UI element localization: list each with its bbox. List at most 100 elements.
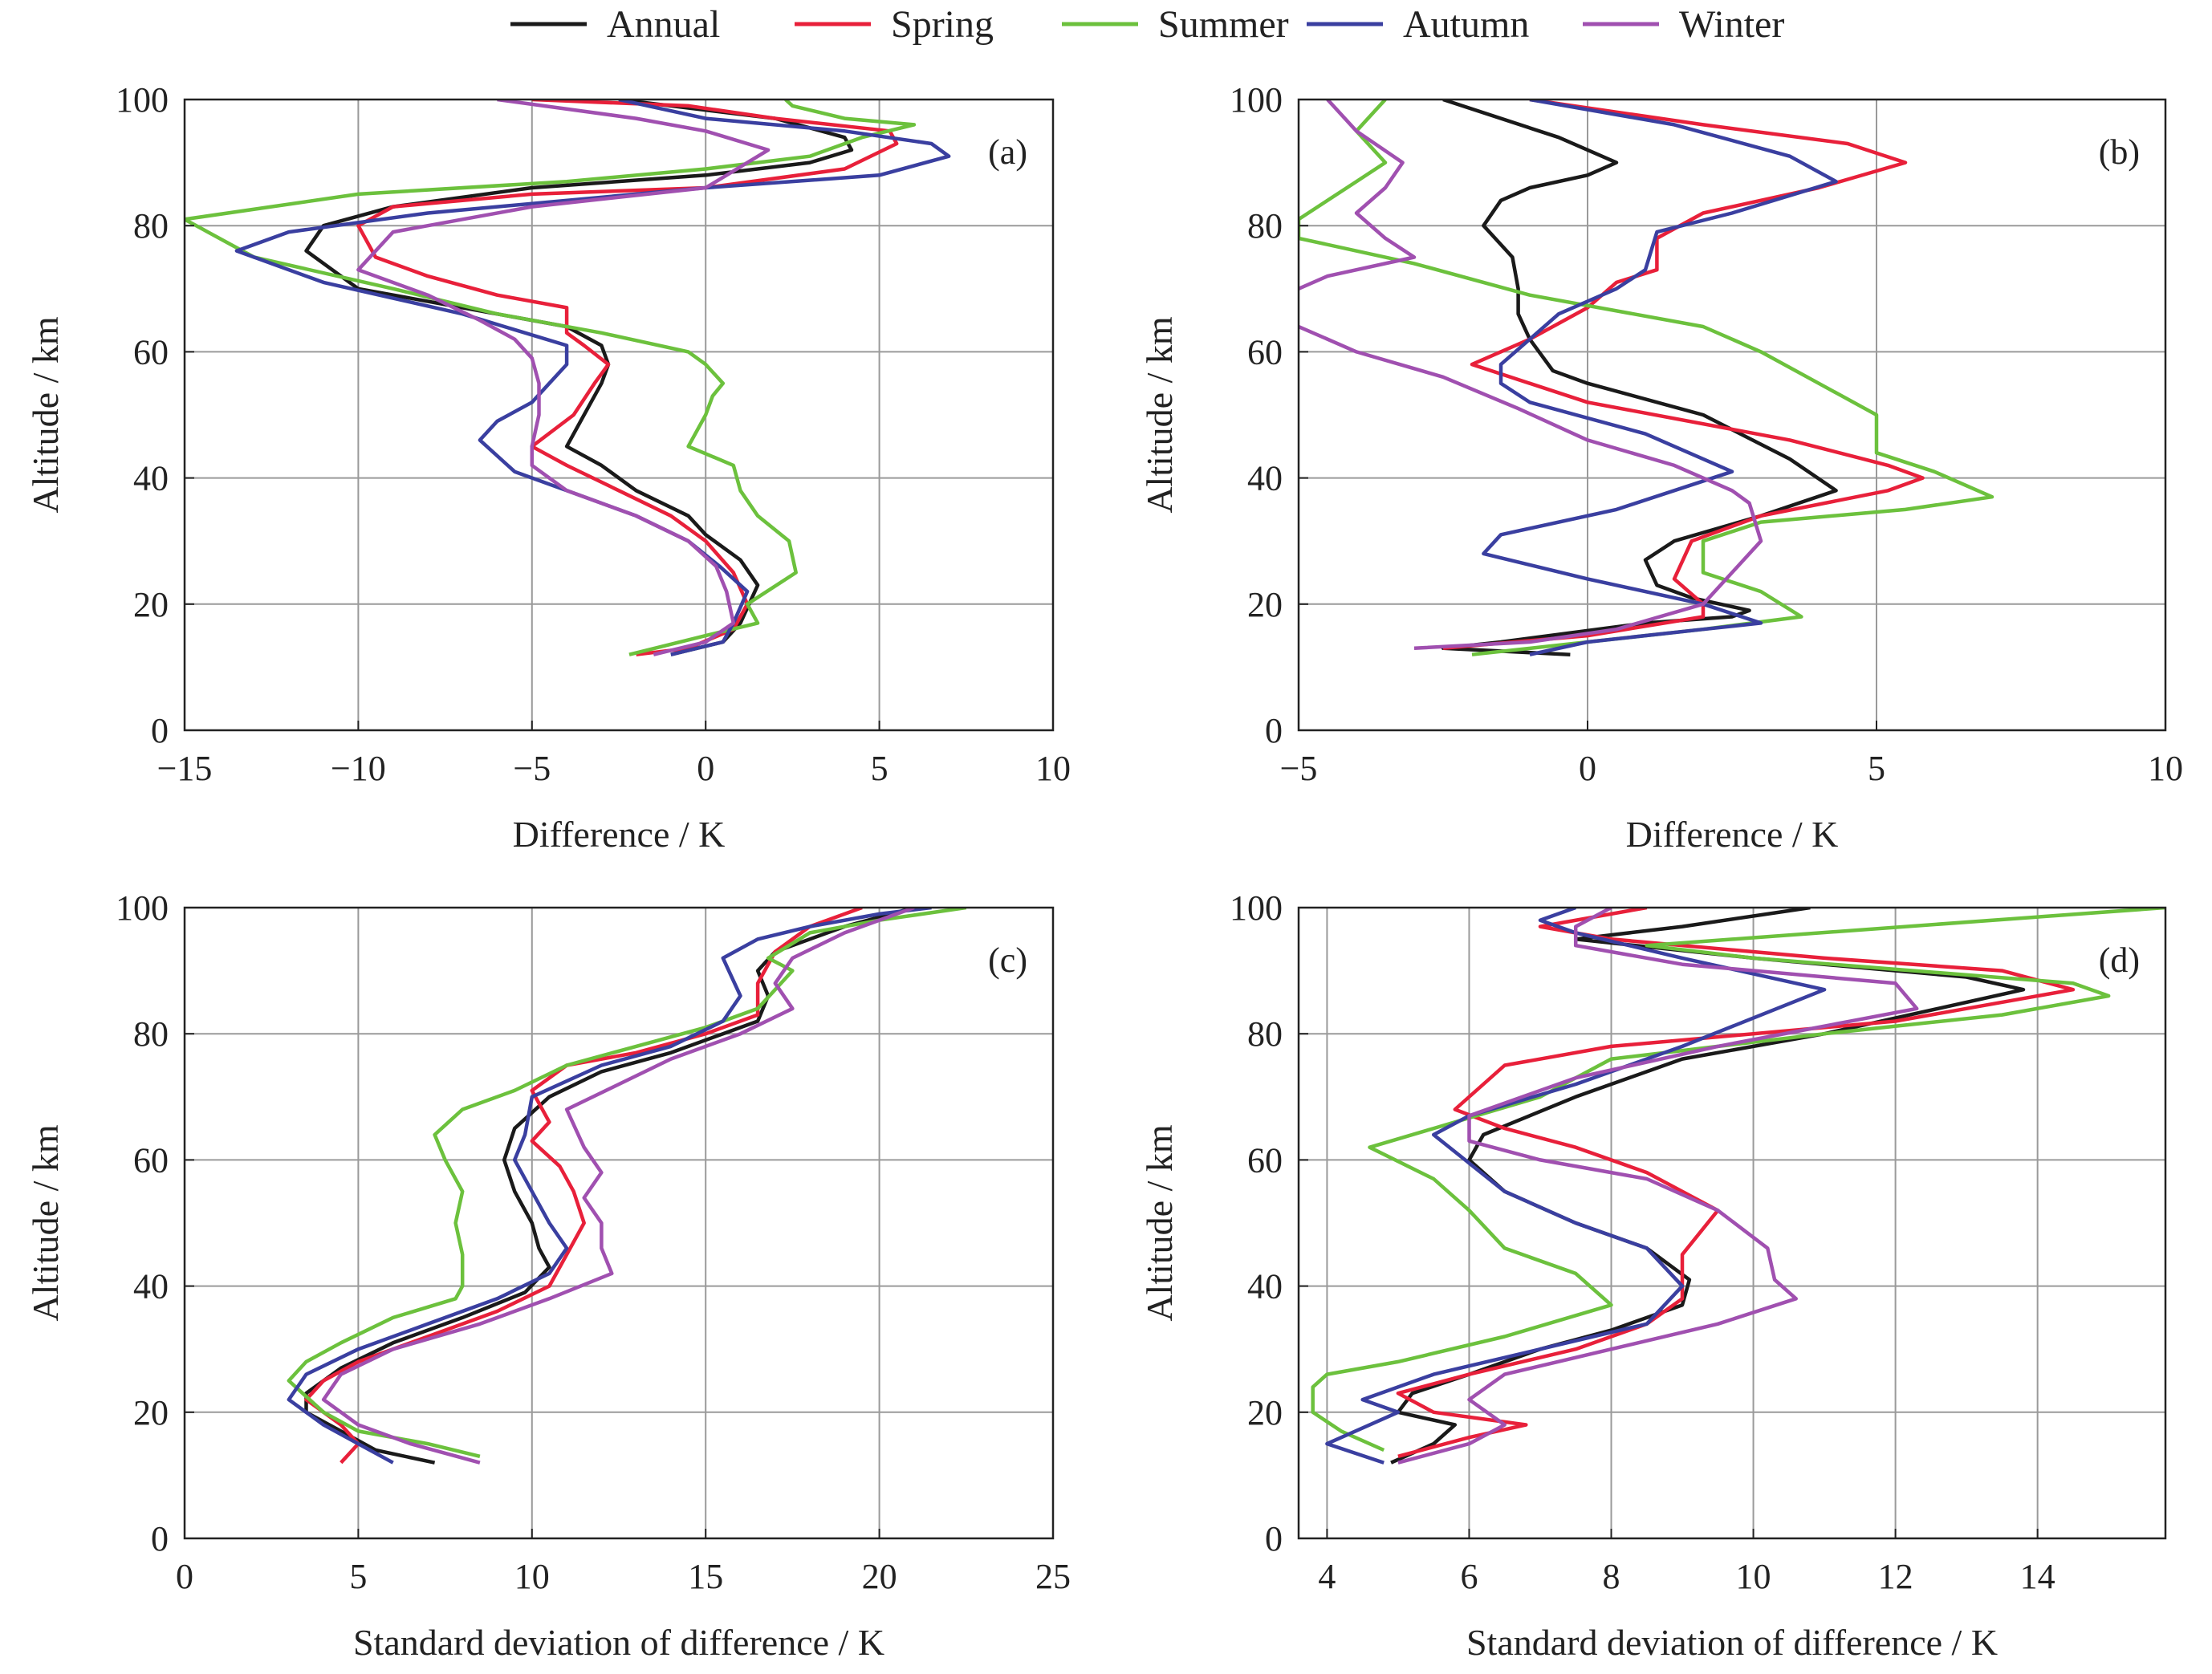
legend-item-autumn: Autumn [1307, 3, 1529, 46]
series-line-summer [185, 100, 917, 656]
panel-d: 4 6 8 10 12 14 0 20 40 60 80 100 Standard deviation … [1139, 888, 2167, 1663]
y-tick-label: 100 [1230, 80, 1283, 120]
series-line-annual [1390, 908, 2026, 1465]
x-axis-title: Standard deviation of difference / K [353, 1622, 884, 1663]
legend-label: Winter [1679, 3, 1784, 46]
grid [1299, 908, 2165, 1538]
x-tick-label: −5 [1280, 749, 1318, 788]
x-axis-title: Standard deviation of difference / K [1466, 1622, 1998, 1663]
plot-frame [1297, 98, 2167, 732]
y-axis-title: Altitude / km [1139, 316, 1180, 514]
panel-c: 0 5 10 15 20 25 0 20 40 60 80 100 Standard deviation… [25, 888, 1071, 1663]
series-line-annual [304, 100, 854, 656]
series-line-summer [1311, 908, 2165, 1453]
plot-frame [183, 98, 1055, 732]
x-tick-label: −5 [513, 749, 551, 788]
x-tick-label: 0 [1579, 749, 1596, 788]
legend-item-spring: Spring [795, 3, 994, 46]
y-tick-label: 0 [151, 1519, 169, 1558]
y-tick-label: 0 [151, 711, 169, 750]
y-tick-label: 80 [1247, 1014, 1283, 1054]
series-group [1311, 908, 2165, 1465]
plot-frame [183, 906, 1055, 1540]
y-tick-label: 40 [133, 1267, 169, 1306]
x-tick-label: 5 [871, 749, 888, 788]
x-tick-label: 8 [1603, 1557, 1620, 1596]
series-line-summer [287, 908, 967, 1458]
y-tick-label: 20 [133, 1393, 169, 1432]
y-tick-label: 60 [133, 332, 169, 372]
series-line-spring [1396, 908, 2076, 1458]
y-tick-label: 0 [1265, 1519, 1283, 1558]
x-tick-label: 14 [2020, 1557, 2055, 1596]
y-tick-label: 60 [1247, 1140, 1283, 1180]
series-line-annual [304, 908, 915, 1465]
y-axis-title: Altitude / km [1139, 1124, 1180, 1322]
x-tick-label: 12 [1878, 1557, 1913, 1596]
x-tick-label: 10 [514, 1557, 550, 1596]
series-line-autumn [287, 908, 932, 1465]
x-tick-label: 25 [1035, 1557, 1071, 1596]
y-tick-label: 100 [116, 80, 169, 120]
series-group [1299, 100, 1994, 656]
legend-item-summer: Summer [1062, 3, 1289, 46]
y-tick-label: 80 [133, 1014, 169, 1054]
x-tick-label: 20 [862, 1557, 897, 1596]
x-tick-label: −15 [157, 749, 213, 788]
x-tick-label: 15 [688, 1557, 723, 1596]
series-line-spring [1442, 100, 1925, 651]
x-tick-label: 10 [2148, 749, 2183, 788]
x-tick-label: −10 [331, 749, 386, 788]
y-tick-label: 40 [1247, 1267, 1283, 1306]
y-tick-label: 80 [1247, 206, 1283, 246]
series-group [185, 100, 951, 656]
series-line-winter [1397, 908, 1919, 1465]
x-tick-label: 0 [176, 1557, 193, 1596]
series-line-winter [356, 100, 771, 656]
y-tick-label: 20 [1247, 585, 1283, 624]
series-group [287, 908, 967, 1465]
series-line-annual [1441, 100, 1838, 656]
y-tick-label: 60 [133, 1140, 169, 1180]
legend-item-annual: Annual [510, 3, 720, 46]
x-tick-label: 10 [1035, 749, 1071, 788]
grid [185, 908, 1053, 1538]
x-tick-label: 4 [1318, 1557, 1336, 1596]
legend: Annual Spring Summer Autumn Winter [510, 3, 1784, 46]
y-axis-title: Altitude / km [25, 1124, 66, 1322]
x-tick-label: 10 [1736, 1557, 1771, 1596]
y-axis-title: Altitude / km [25, 316, 66, 514]
grid [1299, 100, 2165, 730]
y-tick-label: 40 [133, 459, 169, 498]
x-tick-label: 0 [697, 749, 714, 788]
x-tick-label: 5 [349, 1557, 367, 1596]
x-tick-label: 6 [1460, 1557, 1478, 1596]
x-axis-title: Difference / K [513, 814, 726, 855]
y-tick-label: 20 [133, 585, 169, 624]
y-tick-label: 80 [133, 206, 169, 246]
x-tick-label: 5 [1868, 749, 1885, 788]
series-line-autumn [1325, 908, 1827, 1465]
legend-label: Annual [607, 3, 720, 46]
y-tick-label: 20 [1247, 1393, 1283, 1432]
panel-label: (c) [988, 941, 1027, 980]
legend-label: Autumn [1403, 3, 1529, 46]
panel-label: (b) [2099, 132, 2140, 172]
y-tick-label: 40 [1247, 459, 1283, 498]
y-tick-label: 60 [1247, 332, 1283, 372]
legend-label: Summer [1158, 3, 1289, 46]
legend-label: Spring [891, 3, 994, 46]
series-line-spring [356, 100, 899, 656]
legend-item-winter: Winter [1583, 3, 1784, 46]
y-tick-label: 0 [1265, 711, 1283, 750]
series-line-winter [1299, 100, 1763, 651]
y-tick-label: 100 [116, 888, 169, 928]
series-line-winter [321, 908, 915, 1465]
series-line-autumn [1482, 100, 1838, 656]
series-line-summer [1299, 100, 1994, 656]
x-axis-title: Difference / K [1626, 814, 1839, 855]
